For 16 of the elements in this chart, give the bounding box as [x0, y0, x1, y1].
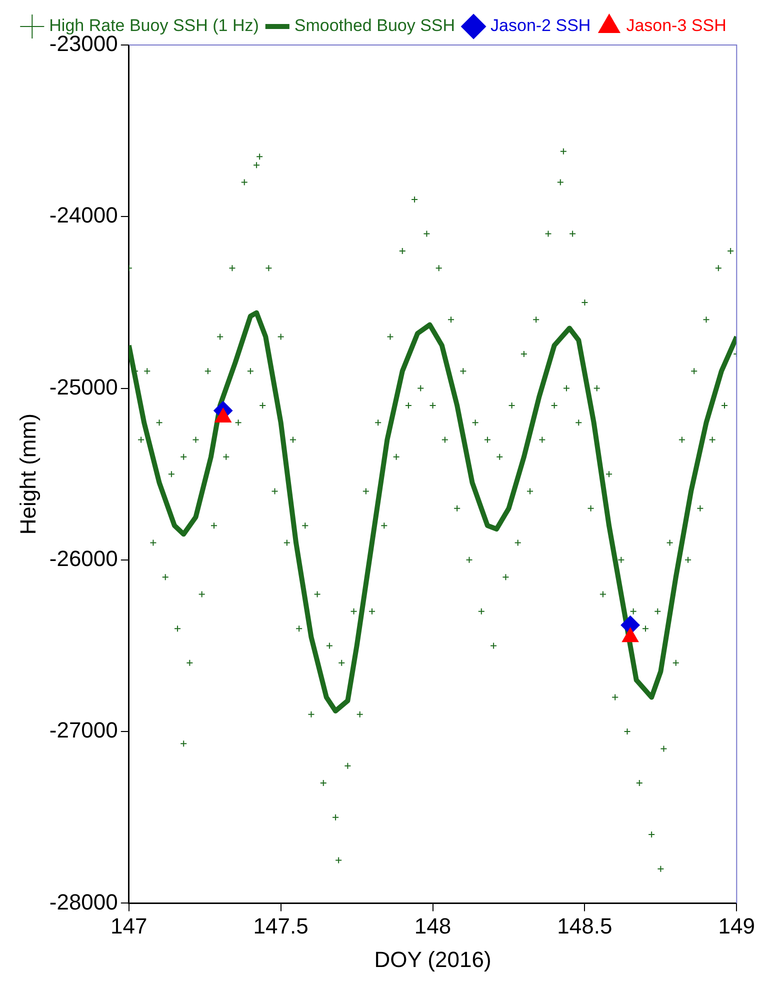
legend-label: Jason-2 SSH — [490, 16, 591, 36]
x-tick-label: 149 — [718, 913, 756, 938]
y-tick-label: -28000 — [49, 889, 118, 914]
y-tick-label: -27000 — [49, 718, 118, 743]
x-tick-label: 147 — [110, 913, 148, 938]
legend-label: High Rate Buoy SSH (1 Hz) — [49, 16, 259, 36]
y-tick-label: -26000 — [49, 546, 118, 571]
y-tick-label: -24000 — [49, 202, 118, 228]
y-axis-title: Height (mm) — [15, 414, 40, 535]
legend-label: Jason-3 SSH — [626, 16, 726, 36]
x-tick-label: 148 — [414, 913, 452, 938]
x-tick-label: 148.5 — [557, 913, 612, 938]
x-tick-label: 147.5 — [253, 913, 308, 938]
y-tick-label: -25000 — [49, 374, 118, 400]
legend-label: Smoothed Buoy SSH — [294, 16, 456, 36]
x-axis-title: DOY (2016) — [374, 946, 492, 972]
